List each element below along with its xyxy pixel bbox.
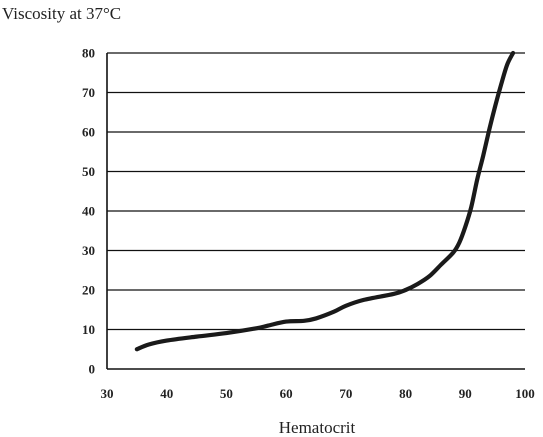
y-tick-label-30: 30 <box>82 243 95 258</box>
x-tick-labels: 30 40 50 60 70 80 90 100 <box>101 386 535 401</box>
gridlines <box>107 52 525 331</box>
y-tick-label-0: 0 <box>89 362 96 377</box>
y-axis-label: Viscosity at 37°C <box>2 4 121 23</box>
x-tick-label-40: 40 <box>160 386 173 401</box>
x-tick-label-70: 70 <box>339 386 352 401</box>
viscosity-curve <box>134 50 516 352</box>
x-tick-label-100: 100 <box>515 386 535 401</box>
x-tick-label-60: 60 <box>280 386 293 401</box>
x-tick-label-50: 50 <box>220 386 233 401</box>
y-tick-label-40: 40 <box>82 204 95 219</box>
x-tick-label-80: 80 <box>399 386 412 401</box>
y-tick-label-50: 50 <box>82 164 95 179</box>
y-tick-label-10: 10 <box>82 322 95 337</box>
y-tick-label-60: 60 <box>82 125 95 140</box>
y-tick-label-20: 20 <box>82 283 95 298</box>
x-tick-label-90: 90 <box>459 386 472 401</box>
y-tick-label-70: 70 <box>82 85 95 100</box>
x-axis-label: Hematocrit <box>279 418 356 437</box>
x-tick-label-30: 30 <box>101 386 114 401</box>
y-tick-label-80: 80 <box>82 46 95 61</box>
y-tick-labels: 0 10 20 30 40 50 60 70 80 <box>82 46 95 377</box>
